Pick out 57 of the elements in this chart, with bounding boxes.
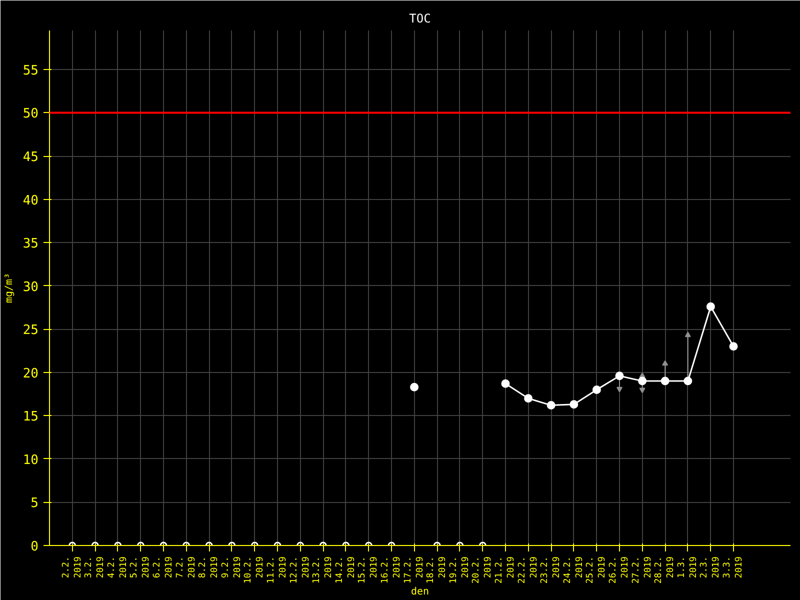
y-tick-label: 15 (22, 410, 39, 425)
x-tick-label: 3.2. 2019 (84, 556, 106, 578)
point (706, 302, 715, 311)
point (638, 376, 647, 386)
x-tick-label: 15.2. 2019 (358, 556, 380, 584)
x-tick-label: 16.2. 2019 (380, 556, 402, 584)
x-tick-label: 2.2. 2019 (61, 556, 84, 578)
x-axis-title: den (410, 586, 430, 598)
x-tick-label: 13.2. 2019 (312, 556, 334, 584)
y-tick-label: 55 (22, 63, 39, 78)
x-tick-label: 18.2. 2019 (426, 556, 448, 584)
x-tick-label: 2.3. 2019 (700, 556, 722, 578)
y-tick-label: 45 (22, 150, 39, 166)
y-tick-label: 25 (22, 323, 39, 338)
x-tick-label: 10.2. 2019 (244, 556, 266, 584)
x-tick-label: 8.2. 2019 (198, 556, 220, 578)
y-tick-label: 35 (22, 236, 39, 252)
x-tick-label: 6.2. 2019 (152, 556, 174, 578)
point (729, 342, 738, 351)
point (570, 400, 578, 409)
point (410, 382, 419, 392)
x-tick-label: 17.2. 2019 (403, 556, 426, 584)
y-tick-label: 20 (22, 366, 39, 382)
x-tick-label: 1.3. 2019 (676, 556, 699, 578)
chart-title: TOC (409, 12, 431, 26)
x-tick-label: 12.2. 2019 (289, 556, 312, 584)
y-tick-label: 5 (30, 496, 38, 512)
x-tick-label: 24.2. 2019 (562, 556, 585, 584)
point (660, 376, 670, 386)
x-tick-label: 9.2. 2019 (220, 556, 243, 578)
point (524, 394, 533, 403)
y-axis-title: mg/m³ (4, 272, 15, 304)
y-tick-label: 10 (22, 452, 39, 468)
x-tick-label: 27.2. 2019 (631, 556, 654, 584)
x-tick-label: 22.2. 2019 (517, 556, 540, 584)
point (615, 372, 624, 380)
x-tick-label: 11.2. 2019 (266, 556, 288, 584)
x-tick-label: 19.2. 2019 (448, 556, 471, 584)
x-tick-label: 3.3. 2019 (722, 556, 744, 578)
point (592, 385, 601, 394)
x-tick-label: 26.2. 2019 (608, 556, 630, 584)
x-tick-label: 4.2. 2019 (106, 556, 129, 578)
x-tick-label: 23.2. 2019 (540, 556, 562, 584)
point (684, 376, 692, 386)
x-tick-label: 25.2. 2019 (586, 556, 608, 584)
y-tick-label: 30 (22, 280, 39, 295)
x-tick-label: 5.2. 2019 (130, 556, 152, 578)
y-tick-label: 40 (22, 193, 39, 208)
x-tick-label: 14.2. 2019 (334, 556, 357, 584)
y-tick-label: 50 (22, 106, 39, 122)
point (546, 401, 556, 410)
y-tick-label: 0 (30, 540, 38, 554)
point (501, 379, 510, 388)
x-tick-label: 20.2. 2019 (472, 556, 494, 584)
x-tick-label: 7.2. 2019 (175, 556, 198, 578)
x-tick-label: 28.2. 2019 (654, 556, 676, 584)
x-tick-label: 21.2. 2019 (494, 556, 516, 584)
